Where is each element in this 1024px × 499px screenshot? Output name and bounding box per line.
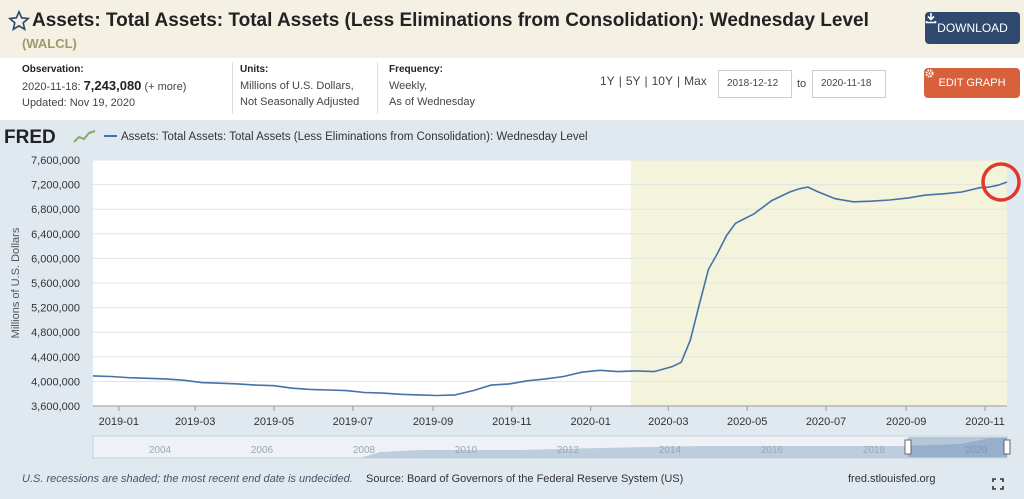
download-button[interactable]: DOWNLOAD	[925, 12, 1020, 44]
y-tick-label: 5,200,000	[31, 303, 80, 315]
observation-label: Observation:	[22, 64, 84, 75]
y-tick-label: 4,400,000	[31, 352, 80, 364]
legend-label: Assets: Total Assets: Total Assets (Less…	[121, 131, 588, 143]
navigator-year-label: 2020	[965, 445, 988, 456]
x-tick-label: 2019-05	[254, 416, 294, 428]
series-id: (WALCL)	[22, 36, 77, 51]
source-text: Source: Board of Governors of the Federa…	[366, 473, 684, 485]
frequency-line2: As of Wednesday	[389, 96, 476, 108]
navigator-window[interactable]	[908, 437, 1007, 457]
navigator[interactable]: 2004 2006 2008 2010 2012 2014 2016 2018 2020	[92, 435, 1011, 459]
navigator-year-label: 2006	[251, 445, 274, 456]
units-line1: Millions of U.S. Dollars,	[240, 80, 354, 92]
navigator-left-handle[interactable]	[904, 439, 912, 455]
y-tick-label: 5,600,000	[31, 278, 80, 290]
frequency-block: Frequency: Weekly, As of Wednesday	[377, 62, 487, 114]
page-header: Assets: Total Assets: Total Assets (Less…	[0, 0, 1024, 58]
recession-note: U.S. recessions are shaded; the most rec…	[22, 473, 353, 485]
fullscreen-icon[interactable]	[992, 478, 1004, 490]
frequency-line1: Weekly,	[389, 80, 428, 92]
download-label: DOWNLOAD	[937, 21, 1008, 35]
end-date-input[interactable]: 2020-11-18	[812, 70, 886, 98]
navigator-year-label: 2018	[863, 445, 886, 456]
navigator-year-label: 2010	[455, 445, 478, 456]
y-tick-label: 4,800,000	[31, 327, 80, 339]
x-tick-label: 2020-07	[806, 416, 846, 428]
y-tick-label: 6,400,000	[31, 229, 80, 241]
star-icon[interactable]	[8, 10, 30, 32]
updated-date: Updated: Nov 19, 2020	[22, 97, 136, 109]
x-tick-label: 2019-07	[333, 416, 373, 428]
x-tick-label: 2019-03	[175, 416, 215, 428]
navigator-year-label: 2012	[557, 445, 580, 456]
range-10y[interactable]: 10Y	[651, 74, 673, 88]
y-tick-label: 7,200,000	[31, 180, 80, 192]
x-tick-label: 2019-11	[492, 416, 532, 428]
observation-date: 2020-11-18:	[22, 81, 81, 93]
fred-logo: FRED	[4, 127, 56, 148]
x-tick-label: 2020-03	[648, 416, 688, 428]
range-max[interactable]: Max	[684, 74, 707, 88]
y-tick-label: 4,000,000	[31, 376, 80, 388]
start-date-input[interactable]: 2018-12-12	[718, 70, 792, 98]
observation-block: Observation: 2020-11-18: 7,243,080 (+ mo…	[22, 62, 227, 114]
download-icon	[925, 13, 937, 24]
units-line2: Not Seasonally Adjusted	[240, 96, 360, 108]
observation-more-link[interactable]: (+ more)	[144, 81, 187, 93]
annotation-circle	[981, 162, 1021, 202]
x-tick-label: 2020-09	[886, 416, 926, 428]
frequency-label: Frequency:	[389, 64, 443, 75]
navigator-area	[93, 438, 1007, 458]
y-tick-label: 6,000,000	[31, 253, 80, 265]
edit-graph-button[interactable]: EDIT GRAPH	[924, 68, 1020, 98]
x-tick-label: 2019-09	[413, 416, 453, 428]
x-tick-label: 2020-11	[965, 416, 1005, 428]
fred-logo-graph-icon	[73, 130, 96, 143]
y-tick-label: 3,600,000	[31, 401, 80, 413]
gear-icon	[925, 69, 934, 78]
navigator-year-label: 2008	[353, 445, 376, 456]
x-tick-label: 2020-05	[727, 416, 767, 428]
units-label: Units:	[240, 64, 269, 75]
navigator-year-label: 2004	[149, 445, 172, 456]
to-label: to	[797, 78, 807, 90]
units-block: Units: Millions of U.S. Dollars, Not Sea…	[232, 62, 370, 114]
edit-graph-label: EDIT GRAPH	[938, 77, 1006, 89]
navigator-year-label: 2016	[761, 445, 784, 456]
range-1y[interactable]: 1Y	[600, 74, 615, 88]
x-tick-label: 2019-01	[99, 416, 139, 428]
x-tick-label: 2020-01	[571, 416, 611, 428]
range-selector: 1Y | 5Y | 10Y | Max	[600, 74, 707, 88]
navigator-right-handle[interactable]	[1003, 439, 1011, 455]
series-line	[92, 181, 1008, 397]
y-tick-label: 7,600,000	[31, 155, 80, 167]
y-axis-label: Millions of U.S. Dollars	[10, 227, 22, 338]
site-link[interactable]: fred.stlouisfed.org	[848, 473, 936, 485]
range-5y[interactable]: 5Y	[625, 74, 641, 88]
page-title: Assets: Total Assets: Total Assets (Less…	[32, 10, 869, 31]
y-tick-label: 6,800,000	[31, 204, 80, 216]
navigator-year-label: 2014	[659, 445, 682, 456]
observation-value: 7,243,080	[83, 78, 142, 93]
